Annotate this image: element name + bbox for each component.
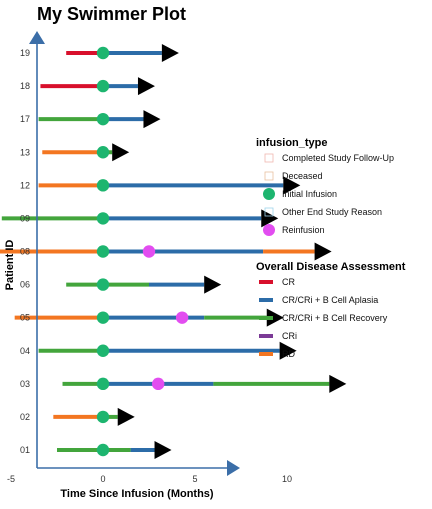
continuing-arrow-09 [261, 209, 279, 228]
x-tick-label: 5 [192, 474, 197, 484]
arrows-layer [112, 44, 347, 459]
y-tick-label: 19 [20, 48, 30, 58]
legend-title: infusion_type [256, 137, 328, 149]
x-tick-label: -5 [7, 474, 15, 484]
y-axis-arrowhead [29, 31, 45, 44]
x-axis-title: Time Since Infusion (Months) [60, 488, 214, 500]
y-tick-label: 17 [20, 114, 30, 124]
legend-label: CR [282, 277, 295, 287]
reinfusion-point-03 [152, 377, 165, 391]
initial-infusion-point-03 [96, 377, 110, 391]
legend-key-square [264, 171, 274, 181]
legend-label: CR/CRi + B Cell Aplasia [282, 295, 378, 305]
continuing-arrow-04 [279, 341, 297, 360]
y-tick-label: 09 [20, 213, 30, 223]
initial-infusion-point-01 [96, 443, 110, 457]
legend-label: CR/CRi + B Cell Recovery [282, 313, 388, 323]
continuing-arrow-08 [314, 242, 332, 261]
initial-infusion-point-18 [96, 79, 110, 93]
legend-label: Reinfusion [282, 225, 325, 235]
continuing-arrow-17 [143, 110, 161, 129]
legend-title: Overall Disease Assessment [256, 261, 406, 273]
x-tick-label: 10 [282, 474, 292, 484]
y-tick-label: 02 [20, 412, 30, 422]
initial-infusion-point-05 [96, 311, 110, 324]
legend-label: Completed Study Follow-Up [282, 153, 394, 163]
continuing-arrow-02 [117, 407, 135, 426]
initial-infusion-point-09 [96, 212, 110, 225]
y-tick-label: 04 [20, 346, 30, 356]
continuing-arrow-12 [283, 176, 301, 195]
continuing-arrow-19 [161, 44, 179, 62]
initial-infusion-point-13 [96, 146, 110, 159]
legend-layer: infusion_type Completed Study Follow-Up De… [256, 137, 406, 359]
continuing-arrow-03 [329, 374, 347, 393]
legend-label: Other End Study Reason [282, 207, 382, 217]
initial-infusion-point-02 [96, 410, 110, 424]
initial-infusion-point-06 [96, 278, 110, 291]
legend-label: RD [282, 349, 295, 359]
x-axis-arrowhead [227, 460, 240, 476]
y-tick-label: 12 [20, 180, 30, 190]
legend-key-square [264, 153, 274, 163]
reinfusion-point-05 [175, 311, 189, 324]
continuing-arrow-18 [137, 77, 155, 96]
events-layer [96, 46, 189, 457]
initial-infusion-point-08 [96, 245, 110, 258]
legend-label: CRi [282, 331, 297, 341]
y-tick-label: 05 [20, 313, 30, 323]
legend-key-circle [263, 224, 275, 236]
initial-infusion-point-04 [96, 344, 110, 357]
initial-infusion-point-12 [96, 179, 110, 192]
legend-label: Deceased [282, 171, 323, 181]
y-tick-label: 08 [20, 247, 30, 257]
initial-infusion-point-19 [96, 46, 110, 60]
reinfusion-point-08 [142, 245, 156, 258]
chart-title: My Swimmer Plot [37, 4, 186, 24]
y-tick-label: 13 [20, 147, 30, 157]
y-tick-label: 01 [20, 445, 30, 455]
legend-key-circle [263, 188, 275, 200]
y-tick-label: 03 [20, 379, 30, 389]
continuing-arrow-01 [154, 441, 172, 459]
continuing-arrow-13 [112, 143, 130, 162]
continuing-arrow-05 [266, 308, 284, 327]
y-tick-label: 06 [20, 280, 30, 290]
legend-label: Initial Infusion [282, 189, 337, 199]
y-tick-label: 18 [20, 81, 30, 91]
legend-key-square [264, 207, 274, 217]
bars-layer [0, 51, 330, 452]
continuing-arrow-06 [204, 275, 222, 294]
initial-infusion-point-17 [96, 112, 110, 126]
x-tick-label: 0 [100, 474, 105, 484]
y-axis-title: Patient ID [4, 240, 16, 291]
